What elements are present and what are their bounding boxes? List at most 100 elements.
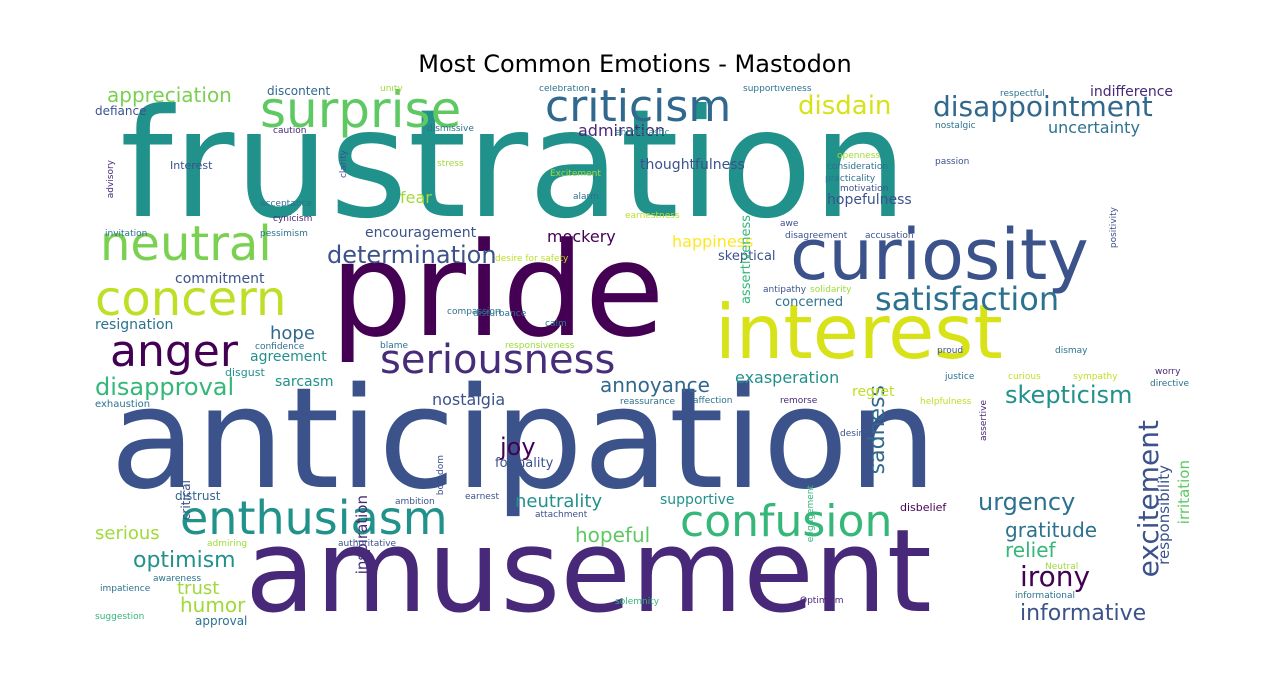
word-skepticism: skepticism <box>1005 381 1133 409</box>
word-disturbance: disturbance <box>473 309 527 319</box>
word-sarcasm: sarcasm <box>275 374 334 390</box>
word-proud: proud <box>937 346 964 356</box>
word-supportiveness: supportiveness <box>743 85 812 94</box>
word-hopefulness: hopefulness <box>827 192 912 208</box>
word-mockery: mockery <box>547 227 616 246</box>
word-hopeful: hopeful <box>575 523 651 547</box>
word-neutrality: neutrality <box>515 491 603 512</box>
word-desire-for-safety: desire for safety <box>495 254 569 264</box>
word-criticism: criticism <box>545 85 732 132</box>
word-resignation: resignation <box>95 317 174 333</box>
word-clarity: clarity <box>339 150 349 179</box>
word-assertiveness: assertiveness <box>739 215 754 305</box>
word-surprise: surprise <box>260 85 462 139</box>
word-directive: directive <box>1150 379 1190 389</box>
word-affection: affection <box>693 396 733 406</box>
word-antipathy: antipathy <box>763 285 807 295</box>
word-satisfaction: satisfaction <box>875 280 1060 318</box>
word-anger: anger <box>110 326 238 377</box>
word-reassurance: reassurance <box>620 397 676 407</box>
word-authoritative: authoritative <box>338 539 397 549</box>
word-approval: approval <box>195 614 248 628</box>
word-cynicism: cynicism <box>273 214 313 224</box>
word-seriousness: seriousness <box>380 337 616 383</box>
word-neutral: neutral <box>100 216 272 272</box>
word-stress: stress <box>437 159 464 169</box>
word-assertive: assertive <box>979 400 989 442</box>
word-informative: informative <box>1020 601 1147 626</box>
word-responsiveness: responsiveness <box>505 341 575 351</box>
word-motivation: motivation <box>840 184 889 194</box>
word-frustration: frustration <box>120 85 908 252</box>
word-worry: worry <box>1155 367 1181 377</box>
word-agreement: agreement <box>250 349 327 365</box>
word-pride: pride <box>330 214 665 366</box>
word-exhaustion: exhaustion <box>95 399 151 410</box>
word-disapproval: disapproval <box>95 373 235 401</box>
word-respectful: respectful <box>1000 89 1045 99</box>
word-irony: irony <box>1020 560 1091 593</box>
word-boredom: boredom <box>436 455 446 496</box>
word-optimism: Optimism <box>800 596 844 606</box>
word-remorse: remorse <box>780 396 818 406</box>
word-calm: calm <box>545 319 567 329</box>
word-unity: unity <box>380 85 403 94</box>
word-consideration: consideration <box>827 162 889 172</box>
word-confusion: confusion <box>680 496 893 547</box>
chart-title: Most Common Emotions - Mastodon <box>418 50 852 78</box>
word-annoyance: annoyance <box>600 373 710 397</box>
word-dismissive: dismissive <box>427 124 474 134</box>
word-openness: openness <box>837 151 881 161</box>
word-advisory: advisory <box>106 160 116 199</box>
word-justice: justice <box>945 372 975 382</box>
word-dismay: dismay <box>1055 346 1088 356</box>
word-fear: fear <box>400 188 432 207</box>
word-enthusiastic: enthusiastic <box>615 128 670 138</box>
word-passion: passion <box>935 157 970 167</box>
word-determination: determination <box>327 241 497 269</box>
word-serious: serious <box>95 523 160 544</box>
word-admiration: admiration <box>578 121 666 140</box>
word-regret: regret <box>852 384 895 400</box>
word-happiness: happiness <box>672 232 754 251</box>
word-relief: relief <box>1005 538 1056 562</box>
word-disbelief: disbelief <box>900 501 947 514</box>
word-attachment: attachment <box>535 510 588 520</box>
word-compassion: compassion <box>447 307 501 317</box>
word-solidarity: solidarity <box>810 285 852 295</box>
word-admiring: admiring <box>207 539 248 549</box>
word-alarm: alarm <box>573 192 599 202</box>
word-curious: curious <box>1008 372 1041 382</box>
word-disgust: disgust <box>225 366 265 379</box>
word-ambition: ambition <box>395 497 435 507</box>
word-encouragement: encouragement <box>365 225 477 241</box>
word-blame: blame <box>380 341 409 351</box>
word-discontent: discontent <box>267 85 331 98</box>
word-distrust: distrust <box>175 489 221 503</box>
word-concerned: concerned <box>775 295 844 310</box>
word-solemnity: solemnity <box>615 597 660 607</box>
word-confidence: confidence <box>255 342 305 352</box>
word-skeptical: skeptical <box>718 249 776 264</box>
word-desire: desire <box>840 429 868 439</box>
word-enthusiasm: enthusiasm <box>180 491 448 545</box>
word-sympathy: sympathy <box>1073 372 1118 382</box>
word-responsibility: responsibility <box>1155 465 1173 565</box>
word-hope: hope <box>270 323 315 344</box>
word-positivity: positivity <box>1109 207 1119 249</box>
word-appreciation: appreciation <box>107 85 232 107</box>
word-pessimism: pessimism <box>260 229 308 239</box>
word-suggestion: suggestion <box>95 612 145 622</box>
word-supportive: supportive <box>660 492 735 508</box>
word-acceptance: acceptance <box>260 199 312 209</box>
word-neutral: Neutral <box>1045 562 1079 572</box>
word-thoughtfulness: thoughtfulness <box>640 157 745 173</box>
word-celebration: celebration <box>539 85 590 94</box>
word-invitation: invitation <box>105 229 148 239</box>
word-interest: interest <box>715 288 1003 376</box>
word-disagreement: disagreement <box>785 231 848 241</box>
word-awe: awe <box>780 219 799 229</box>
word-disdain: disdain <box>798 91 892 121</box>
word-anticipation: anticipation <box>110 358 938 521</box>
word-excitement: Excitement <box>550 169 601 179</box>
